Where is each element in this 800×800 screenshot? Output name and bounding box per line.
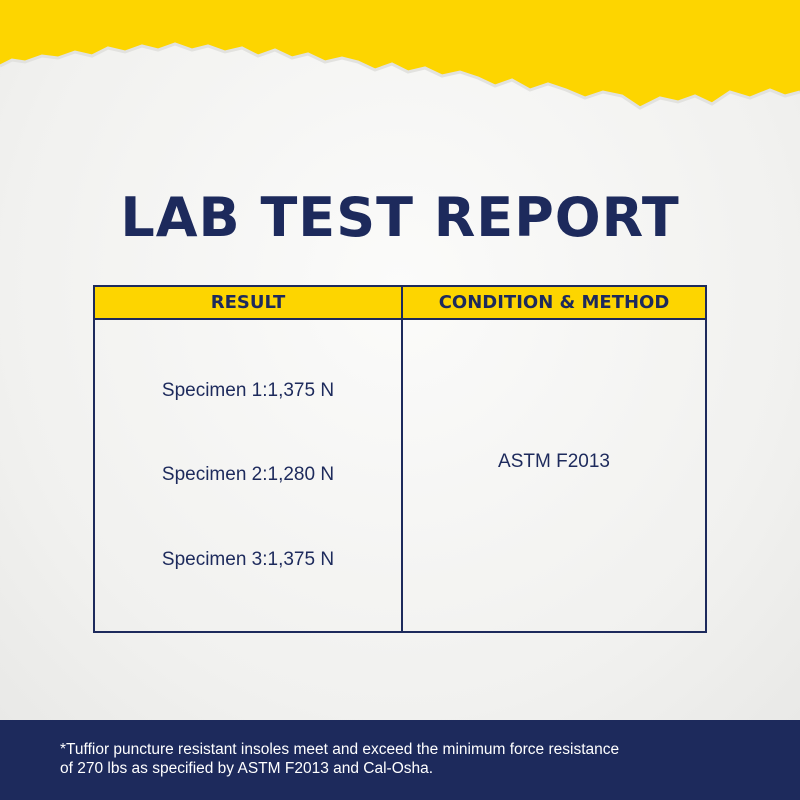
footer-band <box>0 720 800 800</box>
column-divider <box>401 287 403 631</box>
test-method: ASTM F2013 <box>498 451 610 472</box>
footnote-line-1: *Tuffior puncture resistant insoles meet… <box>60 741 620 758</box>
page-title: LAB TEST REPORT <box>120 186 680 249</box>
result-specimen-3: Specimen 3:1,375 N <box>161 549 335 570</box>
header-condition-method: CONDITION & METHOD <box>438 292 670 313</box>
footnote-line-2: of 270 lbs as specified by ASTM F2013 an… <box>60 760 434 777</box>
footnote: *Tuffior puncture resistant insoles meet… <box>60 740 780 778</box>
torn-yellow-edge <box>0 0 800 110</box>
report-table: RESULT CONDITION & METHOD Specimen 1:1,3… <box>93 285 707 633</box>
result-specimen-2: Specimen 2:1,280 N <box>161 464 335 485</box>
paper-background <box>0 0 800 720</box>
header-result: RESULT <box>210 292 286 313</box>
table-header-row: RESULT CONDITION & METHOD <box>95 287 705 320</box>
result-specimen-1: Specimen 1:1,375 N <box>161 380 335 401</box>
